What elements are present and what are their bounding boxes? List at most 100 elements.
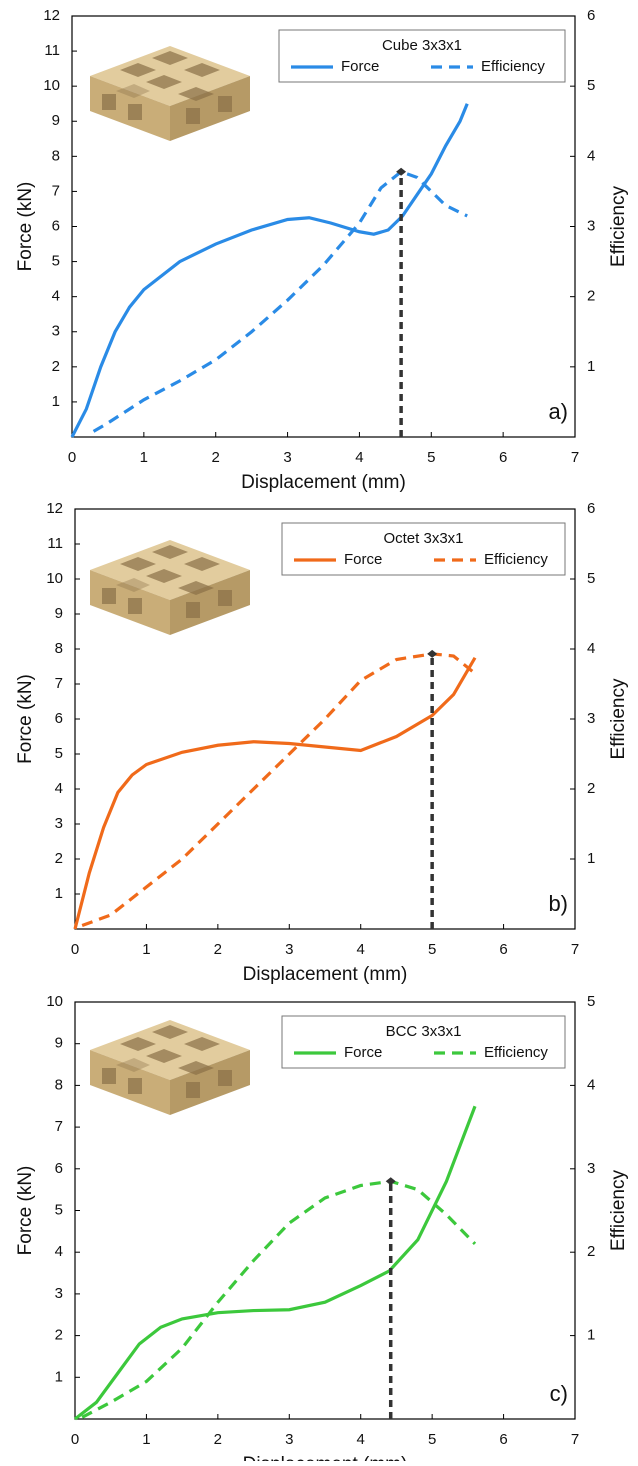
y-tick-label: 6 <box>55 710 63 727</box>
y2-tick-label: 4 <box>587 1076 595 1093</box>
y2-tick-label: 2 <box>587 288 595 305</box>
x-axis-label: Displacement (mm) <box>243 964 408 985</box>
y2-tick-label: 1 <box>587 850 595 867</box>
y2-tick-label: 1 <box>587 358 595 375</box>
y-tick-label: 3 <box>55 815 63 832</box>
series-line <box>74 1105 477 1421</box>
x-tick-label: 5 <box>428 941 436 958</box>
legend-label: Force <box>341 58 379 75</box>
series-line <box>92 169 468 433</box>
x-tick-label: 6 <box>499 449 507 466</box>
y-tick-label: 12 <box>46 500 63 517</box>
legend-box <box>281 522 566 576</box>
y-tick-label: 5 <box>55 1201 63 1218</box>
y-tick-label: 2 <box>52 358 60 375</box>
legend-box <box>281 1015 566 1069</box>
x-tick-label: 2 <box>214 1431 222 1448</box>
y-tick-label: 1 <box>52 393 60 410</box>
y-tick-label: 7 <box>55 675 63 692</box>
x-tick-label: 1 <box>140 449 148 466</box>
y-tick-label: 5 <box>52 253 60 270</box>
y-tick-label: 9 <box>55 605 63 622</box>
y2-tick-label: 5 <box>587 993 595 1010</box>
y-tick-label: 4 <box>52 288 60 305</box>
panel-label: a) <box>548 399 568 424</box>
y2-tick-label: 3 <box>587 710 595 727</box>
y2-axis-label: Efficiency <box>608 186 629 267</box>
y2-tick-label: 6 <box>587 500 595 517</box>
y2-tick-label: 1 <box>587 1327 595 1344</box>
x-tick-label: 0 <box>71 941 79 958</box>
x-axis-label: Displacement (mm) <box>241 472 406 493</box>
x-tick-label: 1 <box>142 1431 150 1448</box>
x-tick-label: 4 <box>357 1431 365 1448</box>
x-tick-label: 5 <box>427 449 435 466</box>
x-tick-label: 0 <box>71 1431 79 1448</box>
y2-tick-label: 3 <box>587 1160 595 1177</box>
y-tick-label: 2 <box>55 1327 63 1344</box>
legend-title: Octet 3x3x1 <box>383 530 463 547</box>
y-tick-label: 10 <box>46 570 63 587</box>
x-tick-label: 3 <box>285 1431 293 1448</box>
x-tick-label: 4 <box>355 449 363 466</box>
x-tick-label: 3 <box>283 449 291 466</box>
x-axis-label: Displacement (mm) <box>243 1454 408 1461</box>
lattice-image <box>90 1020 250 1115</box>
y2-tick-label: 2 <box>587 1243 595 1260</box>
y2-tick-label: 5 <box>587 77 595 94</box>
panel-label: b) <box>548 891 568 916</box>
y-tick-label: 7 <box>55 1118 63 1135</box>
x-tick-label: 6 <box>499 1431 507 1448</box>
y-tick-label: 3 <box>52 323 60 340</box>
lattice-image <box>90 46 250 141</box>
y2-tick-label: 5 <box>587 570 595 587</box>
y-axis-label: Force (kN) <box>15 674 36 764</box>
x-tick-label: 3 <box>285 941 293 958</box>
y-tick-label: 8 <box>55 640 63 657</box>
x-tick-label: 4 <box>357 941 365 958</box>
x-tick-label: 5 <box>428 1431 436 1448</box>
legend-box <box>278 29 566 83</box>
legend-label: Efficiency <box>481 58 545 75</box>
x-tick-label: 7 <box>571 449 579 466</box>
y2-tick-label: 4 <box>587 640 595 657</box>
legend-label: Efficiency <box>484 551 548 568</box>
y2-tick-label: 6 <box>587 7 595 24</box>
peak-marker <box>396 167 407 176</box>
legend-title: BCC 3x3x1 <box>386 1023 462 1040</box>
x-tick-label: 7 <box>571 1431 579 1448</box>
y-tick-label: 9 <box>55 1035 63 1052</box>
series-line <box>81 1179 477 1419</box>
series-line <box>73 656 477 930</box>
y-tick-label: 6 <box>52 217 60 234</box>
series-line <box>70 103 469 438</box>
y-tick-label: 7 <box>52 182 60 199</box>
y2-tick-label: 2 <box>587 780 595 797</box>
x-tick-label: 6 <box>499 941 507 958</box>
y-tick-label: 1 <box>55 885 63 902</box>
y-tick-label: 12 <box>43 7 60 24</box>
legend-label: Efficiency <box>484 1044 548 1061</box>
y-tick-label: 3 <box>55 1285 63 1302</box>
y2-axis-label: Efficiency <box>608 678 629 759</box>
panel-label: c) <box>550 1381 568 1406</box>
y2-tick-label: 4 <box>587 147 595 164</box>
y-tick-label: 4 <box>55 780 63 797</box>
x-tick-label: 2 <box>212 449 220 466</box>
y-axis-label: Force (kN) <box>15 1166 36 1256</box>
y-tick-label: 11 <box>44 42 60 59</box>
x-tick-label: 2 <box>214 941 222 958</box>
y-tick-label: 4 <box>55 1243 63 1260</box>
y2-tick-label: 3 <box>587 217 595 234</box>
y-tick-label: 6 <box>55 1160 63 1177</box>
lattice-image <box>90 540 250 635</box>
x-tick-label: 7 <box>571 941 579 958</box>
y-tick-label: 8 <box>55 1076 63 1093</box>
y-tick-label: 11 <box>47 535 63 552</box>
peak-marker <box>385 1177 396 1186</box>
y-tick-label: 5 <box>55 745 63 762</box>
y-tick-label: 2 <box>55 850 63 867</box>
y-tick-label: 10 <box>43 77 60 94</box>
